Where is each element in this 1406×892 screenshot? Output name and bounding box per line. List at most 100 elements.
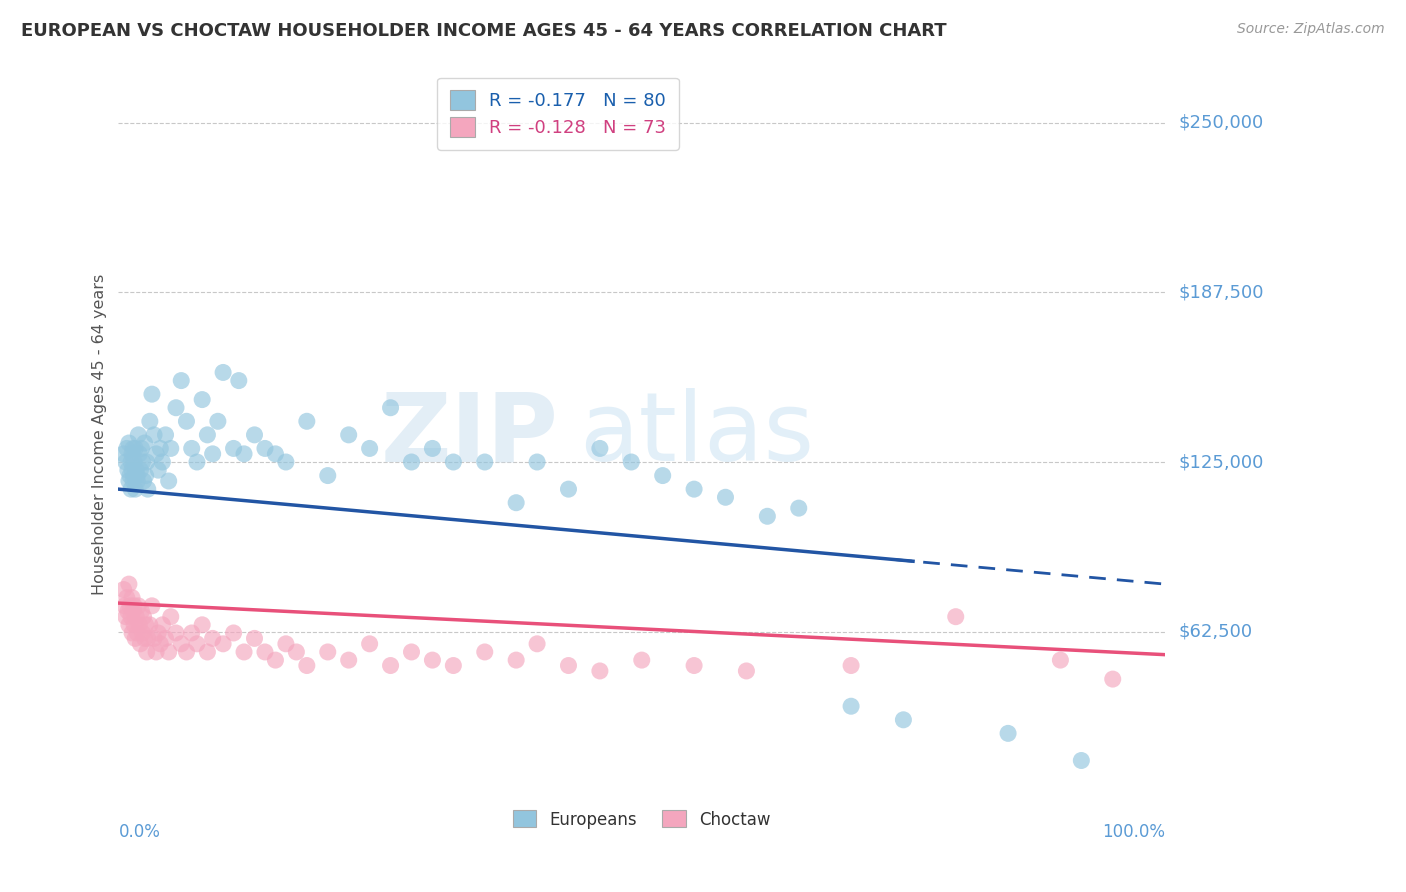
Point	[316, 468, 339, 483]
Point	[359, 442, 381, 456]
Point	[295, 658, 318, 673]
Point	[1070, 754, 1092, 768]
Point	[124, 482, 146, 496]
Point	[222, 442, 245, 456]
Point	[143, 428, 166, 442]
Point	[120, 482, 142, 496]
Point	[128, 447, 150, 461]
Text: EUROPEAN VS CHOCTAW HOUSEHOLDER INCOME AGES 45 - 64 YEARS CORRELATION CHART: EUROPEAN VS CHOCTAW HOUSEHOLDER INCOME A…	[21, 22, 946, 40]
Point	[212, 366, 235, 380]
Point	[441, 455, 464, 469]
Point	[787, 501, 810, 516]
Point	[122, 455, 145, 469]
Point	[136, 482, 159, 496]
Point	[401, 645, 423, 659]
Point	[114, 455, 136, 469]
Point	[1049, 653, 1071, 667]
Point	[557, 658, 579, 673]
Point	[380, 658, 402, 673]
Point	[243, 428, 266, 442]
Point	[285, 645, 308, 659]
Point	[112, 582, 135, 597]
Point	[441, 658, 464, 673]
Point	[589, 442, 612, 456]
Point	[157, 474, 180, 488]
Point	[155, 428, 177, 442]
Point	[134, 436, 156, 450]
Text: $187,500: $187,500	[1180, 284, 1264, 301]
Text: $125,000: $125,000	[1180, 453, 1264, 471]
Point	[121, 447, 143, 461]
Point	[526, 637, 548, 651]
Point	[316, 645, 339, 659]
Point	[201, 447, 224, 461]
Point	[152, 617, 174, 632]
Point	[127, 599, 149, 613]
Point	[212, 637, 235, 651]
Point	[127, 474, 149, 488]
Point	[135, 617, 157, 632]
Point	[143, 632, 166, 646]
Point	[180, 442, 202, 456]
Point	[1101, 672, 1123, 686]
Point	[128, 617, 150, 632]
Point	[683, 482, 706, 496]
Point	[253, 645, 276, 659]
Point	[526, 455, 548, 469]
Point	[132, 609, 155, 624]
Point	[197, 645, 219, 659]
Point	[121, 591, 143, 605]
Point	[115, 442, 138, 456]
Point	[117, 604, 139, 618]
Point	[121, 463, 143, 477]
Point	[274, 455, 297, 469]
Point	[134, 632, 156, 646]
Point	[131, 442, 153, 456]
Point	[157, 645, 180, 659]
Point	[120, 609, 142, 624]
Point	[589, 664, 612, 678]
Point	[401, 455, 423, 469]
Point	[131, 604, 153, 618]
Point	[505, 496, 527, 510]
Point	[120, 455, 142, 469]
Point	[114, 599, 136, 613]
Point	[186, 637, 208, 651]
Point	[228, 374, 250, 388]
Point	[155, 632, 177, 646]
Point	[207, 414, 229, 428]
Point	[118, 468, 141, 483]
Text: Source: ZipAtlas.com: Source: ZipAtlas.com	[1237, 22, 1385, 37]
Point	[756, 509, 779, 524]
Point	[337, 653, 360, 667]
Point	[118, 436, 141, 450]
Point	[191, 617, 214, 632]
Point	[149, 442, 172, 456]
Point	[118, 617, 141, 632]
Point	[839, 658, 862, 673]
Point	[474, 645, 496, 659]
Point	[264, 447, 287, 461]
Point	[197, 428, 219, 442]
Point	[122, 442, 145, 456]
Point	[149, 637, 172, 651]
Point	[148, 626, 170, 640]
Point	[422, 442, 444, 456]
Point	[380, 401, 402, 415]
Point	[201, 632, 224, 646]
Point	[127, 428, 149, 442]
Point	[136, 632, 159, 646]
Point	[159, 442, 181, 456]
Point	[422, 653, 444, 667]
Point	[127, 468, 149, 483]
Point	[243, 632, 266, 646]
Point	[997, 726, 1019, 740]
Point	[117, 463, 139, 477]
Point	[122, 604, 145, 618]
Text: $250,000: $250,000	[1180, 114, 1264, 132]
Point	[264, 653, 287, 667]
Point	[152, 455, 174, 469]
Point	[118, 577, 141, 591]
Text: 0.0%: 0.0%	[118, 823, 160, 841]
Point	[337, 428, 360, 442]
